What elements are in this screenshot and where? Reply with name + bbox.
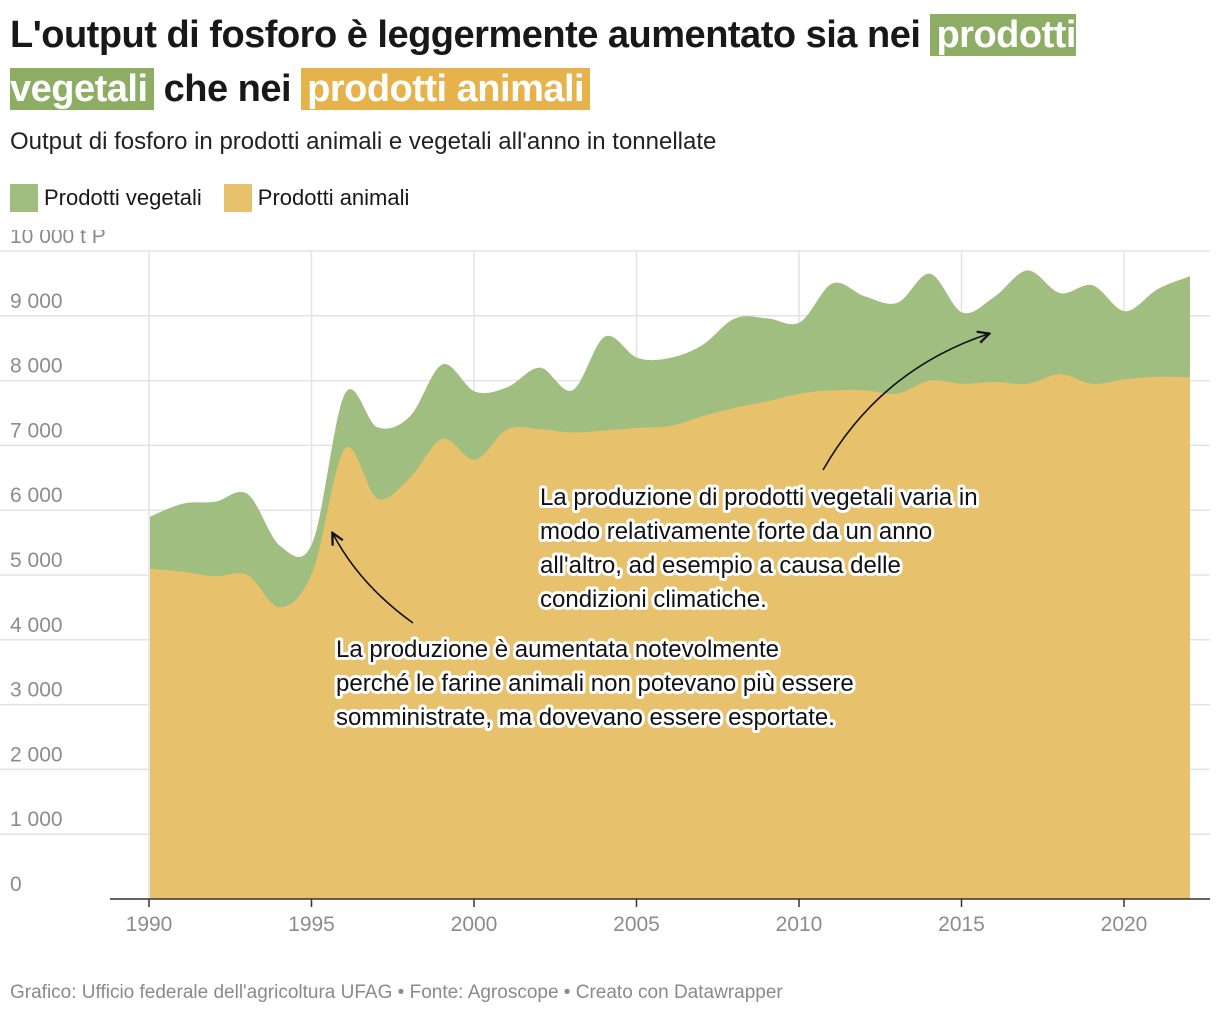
x-tick-label: 1990 [126,913,173,936]
annotation-line: La produzione è aumentata notevolmente [336,636,779,663]
y-tick-label: 5 000 [10,549,63,572]
chart-title: L'output di fosforo è leggermente aument… [10,8,1210,116]
x-tick-label: 1995 [288,913,335,936]
annotation-line: condizioni climatiche. [540,586,767,613]
legend-item-vegetal: Prodotti vegetali [10,184,202,212]
y-tick-label: 3 000 [10,679,63,702]
annotation-line: all'altro, ad esempio a causa delle [540,552,901,579]
annotation-layer: La produzione di prodotti vegetali varia… [333,334,988,734]
annotation-line: perché le farine animali non potevano pi… [336,670,854,697]
axis-layer: 0 1 000 2 000 3 000 4 000 5 000 6 000 7 000 8 00… [10,230,1210,936]
y-tick-label: 0 [10,873,22,896]
y-tick-label: 4 000 [10,614,63,637]
y-tick-label: 9 000 [10,290,63,313]
legend-label-vegetal: Prodotti vegetali [44,185,202,210]
title-part2: che nei [163,68,292,110]
area-chart: 0 1 000 2 000 3 000 4 000 5 000 6 000 7 000 8 00… [0,230,1210,936]
annotation-line: modo relativamente forte da un anno [540,518,932,545]
y-tick-label: 1 000 [10,808,63,831]
chart-subtitle: Output di fosforo in prodotti animali e … [10,128,717,155]
x-tick-label: 2020 [1101,913,1148,936]
annotation-line: somministrate, ma dovevano essere esport… [336,704,835,731]
legend-swatch-vegetal [10,184,38,212]
area-layer [150,270,1190,900]
title-highlight-animal: prodotti animali [301,68,591,110]
annotation-arrow-vegetal [822,334,988,471]
legend-label-animal: Prodotti animali [257,185,410,210]
area-prodotti-animali [150,374,1190,900]
y-tick-label: 8 000 [10,355,63,378]
legend-item-animal: Prodotti animali [223,184,410,212]
annotation-arrow-1995 [333,534,414,624]
legend-swatch-animal [223,184,252,212]
chart-footer: Grafico: Ufficio federale dell'agricoltu… [10,982,783,1003]
y-tick-label: 10 000 t P [10,230,106,248]
x-tick-label: 2000 [451,913,498,936]
x-tick-label: 2010 [776,913,823,936]
legend: Prodotti vegetali Prodotti animali [10,184,431,212]
y-tick-label: 2 000 [10,743,63,766]
x-tick-label: 2005 [613,913,660,936]
title-part1: L'output di fosforo è leggermente aument… [10,14,921,56]
y-tick-label: 7 000 [10,419,63,442]
y-tick-label: 6 000 [10,484,63,507]
x-tick-label: 2015 [938,913,985,936]
annotation-line: La produzione di prodotti vegetali varia… [540,484,978,511]
